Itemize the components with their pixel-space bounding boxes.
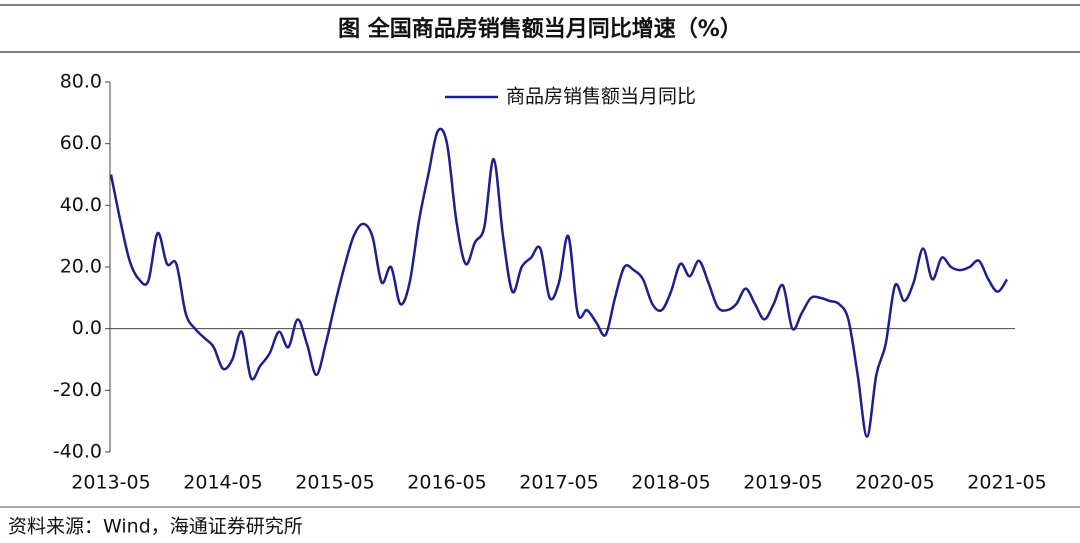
y-tick-label: 80.0: [60, 71, 102, 93]
y-tick-label: 40.0: [60, 194, 102, 216]
y-tick-label: -40.0: [53, 441, 102, 463]
y-tick-label: 0.0: [72, 317, 102, 339]
legend-label: 商品房销售额当月同比: [506, 86, 696, 108]
x-tick-label: 2016-05: [407, 472, 486, 494]
x-tick-label: 2018-05: [631, 472, 710, 494]
x-tick-label: 2019-05: [743, 472, 822, 494]
x-tick-label: 2014-05: [183, 472, 262, 494]
x-tick-label: 2021-05: [967, 472, 1046, 494]
x-tick-label: 2015-05: [295, 472, 374, 494]
x-tick-label: 2020-05: [855, 472, 934, 494]
x-tick-label: 2017-05: [519, 472, 598, 494]
chart-title: 图 全国商品房销售额当月同比增速（%）: [338, 16, 742, 42]
data-line: [109, 127, 1009, 438]
y-tick-label: -20.0: [53, 379, 102, 401]
y-tick-label: 20.0: [60, 256, 102, 278]
source-note: 资料来源：Wind，海通证券研究所: [8, 516, 303, 538]
y-tick-label: 60.0: [60, 132, 102, 154]
x-tick-label: 2013-05: [71, 472, 150, 494]
